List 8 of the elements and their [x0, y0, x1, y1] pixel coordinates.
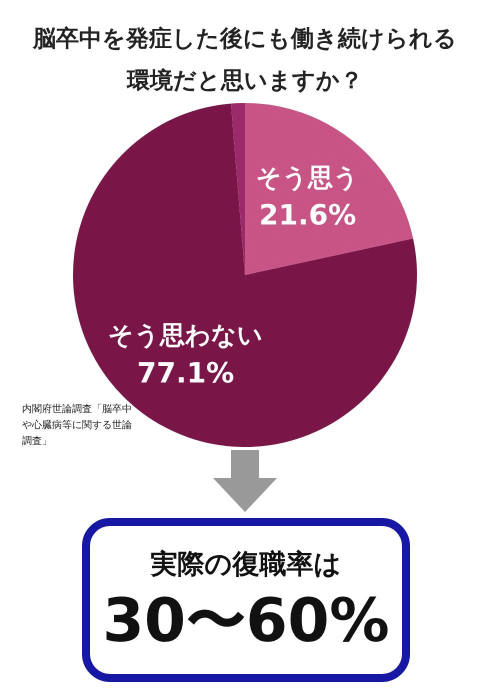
text: 内閣府世論調査「脳卒中や心臓病等に関する世論調査」 — [22, 402, 132, 449]
text: 実際の復職率は — [150, 548, 342, 582]
data-label: 77.1% — [137, 356, 234, 390]
data-label: 21.6% — [259, 198, 356, 232]
slice-label: そう思う — [256, 162, 360, 192]
text: 30〜60% — [101, 586, 391, 656]
chart-title: 脳卒中を発症した後にも働き続けられる環境だと思いますか？ — [32, 25, 458, 96]
slice-label: そう思わない — [108, 320, 264, 350]
